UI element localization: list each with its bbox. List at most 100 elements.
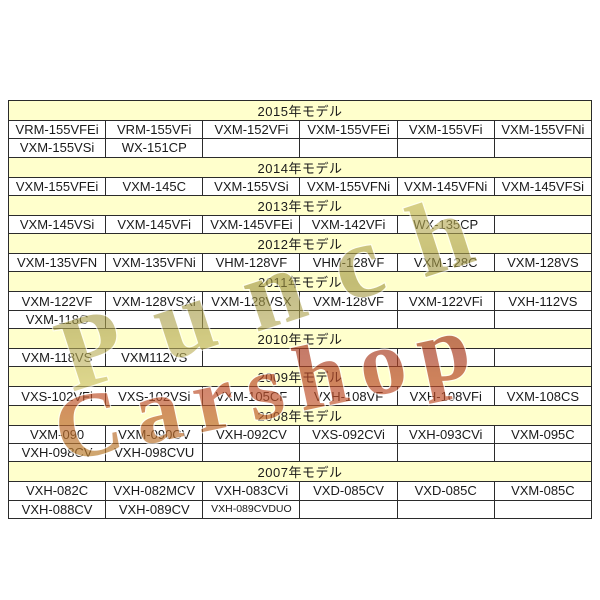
model-cell: VXM-155VFEi: [7, 176, 107, 196]
empty-cell: [202, 138, 301, 158]
year-section-row: 2010年モデル: [8, 328, 592, 350]
model-row: VXM-118C: [7, 309, 593, 330]
model-compatibility-table: 2015年モデル VRM-155VFEi VRM-155VFi VXM-152VFi V…: [7, 100, 593, 519]
empty-cell: [493, 214, 593, 235]
empty-cell: [493, 442, 593, 463]
empty-cell: [299, 442, 398, 463]
model-cell: VXM-108CS: [493, 386, 593, 406]
model-cell: VXM-155VSi: [7, 138, 107, 158]
model-cell: VXH-092CV: [202, 424, 301, 444]
model-cell: VXM-085C: [493, 481, 593, 501]
model-row: VXM-090 VXM-090CV VXH-092CV VXS-092CVi VXH-0…: [7, 424, 593, 444]
model-cell: VXM-142VFi: [299, 214, 398, 235]
year-header: 2013年モデル: [8, 194, 592, 216]
model-row: VRM-155VFEi VRM-155VFi VXM-152VFi VXM-155VF…: [7, 119, 593, 140]
empty-cell: [396, 138, 495, 158]
year-header: 2012年モデル: [8, 233, 592, 255]
year-section-row: 2013年モデル: [8, 194, 592, 216]
model-cell: VXM-128VSXi: [105, 291, 204, 311]
model-cell: VXM-128C: [396, 253, 495, 273]
model-row: VXM-135VFN VXM-135VFNi VHM-128VF VHM-128VF V…: [7, 253, 593, 273]
model-cell: VXM-145C: [105, 176, 204, 196]
model-cell: VXM-145VFSi: [493, 176, 593, 196]
model-row: VXS-102VFi VXS-102VSi VXM-105CF VXH-108VF VX…: [7, 386, 593, 406]
model-cell: VXM-152VFi: [202, 119, 301, 140]
model-cell: VXH-112VS: [493, 291, 593, 311]
model-row: VXM-122VF VXM-128VSXi VXM-128VSX VXM-128VF V…: [7, 291, 593, 311]
year-section-row: 2012年モデル: [8, 233, 592, 255]
model-row: VXM-145VSi VXM-145VFi VXM-145VFEi VXM-142VF…: [7, 214, 593, 235]
model-cell: VHM-128VF: [299, 253, 398, 273]
model-cell: VXM-128VS: [493, 253, 593, 273]
empty-cell: [493, 348, 593, 368]
model-cell: VXH-083CVi: [202, 481, 301, 501]
year-header: 2008年モデル: [8, 404, 592, 426]
empty-cell: [299, 138, 398, 158]
empty-cell: [396, 309, 495, 330]
empty-cell: [299, 348, 398, 368]
model-cell: VXH-088CV: [7, 499, 107, 519]
model-cell: VXM112VS: [105, 348, 204, 368]
model-cell: VXM-155VFEi: [299, 119, 398, 140]
model-cell: VXH-108VF: [299, 386, 398, 406]
model-cell: VRM-155VFi: [105, 119, 204, 140]
model-cell: VXM-145VFEi: [202, 214, 301, 235]
model-cell: VXM-135VFNi: [105, 253, 204, 273]
model-cell: VXM-155VSi: [202, 176, 301, 196]
empty-cell: [202, 309, 301, 330]
model-cell: VXH-089CV: [105, 499, 204, 519]
model-cell: VXM-155VFi: [396, 119, 495, 140]
model-cell: VXH-093CVi: [396, 424, 495, 444]
model-cell: VXD-085CV: [299, 481, 398, 501]
model-cell: VXM-122VF: [7, 291, 107, 311]
model-cell: WX-151CP: [105, 138, 204, 158]
model-cell: VXM-155VFNi: [493, 119, 593, 140]
model-cell: VXH-108VFi: [396, 386, 495, 406]
model-cell: VXM-145VFNi: [396, 176, 495, 196]
empty-cell: [396, 348, 495, 368]
year-section-row: 2011年モデル: [8, 271, 592, 293]
empty-cell: [299, 309, 398, 330]
model-cell: VXM-155VFNi: [299, 176, 398, 196]
year-section-row: 2014年モデル: [8, 156, 592, 178]
model-cell: VXM-135VFN: [7, 253, 107, 273]
empty-cell: [202, 348, 301, 368]
model-cell: VXH-082MCV: [105, 481, 204, 501]
model-row: VXH-082C VXH-082MCV VXH-083CVi VXD-085CV VXD…: [7, 481, 593, 501]
model-cell: VXM-128VSX: [202, 291, 301, 311]
model-cell: VXM-095C: [493, 424, 593, 444]
model-cell: VXM-145VSi: [7, 214, 107, 235]
empty-cell: [493, 499, 593, 519]
model-row: VXH-088CV VXH-089CV VXH-089CVDUO: [7, 499, 593, 519]
empty-cell: [396, 499, 495, 519]
model-row: VXM-118VS VXM112VS: [7, 348, 593, 368]
model-cell: VXM-118C: [7, 309, 107, 330]
model-cell: VXS-102VFi: [7, 386, 107, 406]
model-cell: VXM-105CF: [202, 386, 301, 406]
model-cell: VXM-145VFi: [105, 214, 204, 235]
model-cell: VXM-128VF: [299, 291, 398, 311]
model-cell: VXD-085C: [396, 481, 495, 501]
empty-cell: [105, 309, 204, 330]
empty-cell: [493, 138, 593, 158]
year-header: 2007年モデル: [8, 461, 592, 483]
empty-cell: [493, 309, 593, 330]
model-cell: VXM-090CV: [105, 424, 204, 444]
year-section-row: 2008年モデル: [8, 404, 592, 426]
model-cell: VXM-122VFi: [396, 291, 495, 311]
empty-cell: [202, 442, 301, 463]
model-cell: VXH-082C: [7, 481, 107, 501]
empty-cell: [299, 499, 398, 519]
year-section-row: 2009年モデル: [8, 366, 592, 388]
year-header: 2010年モデル: [8, 328, 592, 350]
model-cell: VRM-155VFEi: [7, 119, 107, 140]
year-header: 2011年モデル: [8, 271, 592, 293]
model-cell: VHM-128VF: [202, 253, 301, 273]
empty-cell: [396, 442, 495, 463]
model-row: VXM-155VFEi VXM-145C VXM-155VSi VXM-155VFNi…: [7, 176, 593, 196]
model-cell: VXM-118VS: [7, 348, 107, 368]
model-row: VXM-155VSi WX-151CP: [7, 138, 593, 158]
year-section-row: 2007年モデル: [8, 461, 592, 483]
year-header: 2014年モデル: [8, 156, 592, 178]
